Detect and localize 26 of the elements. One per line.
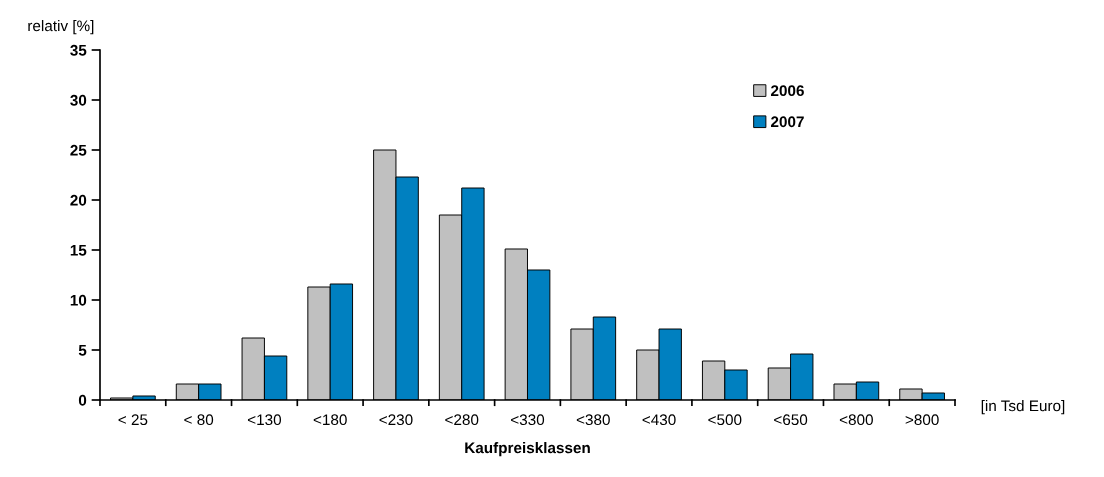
x-tick-label: <650 — [774, 414, 808, 426]
y-tick-label: 20 — [70, 194, 87, 206]
x-tick-label: <230 — [379, 414, 413, 426]
x-tick-label: <800 — [839, 414, 873, 426]
y-tick-label: 10 — [70, 294, 87, 306]
x-tick-label: <500 — [708, 414, 742, 426]
y-tick-label: 25 — [70, 144, 87, 156]
x-tick-label: >800 — [905, 414, 939, 426]
x-tick-label: <180 — [313, 414, 347, 426]
x-tick-label: <130 — [247, 414, 282, 426]
y-tick-label: 0 — [78, 394, 87, 406]
y-axis-title: relativ [%] — [28, 20, 94, 35]
y-tick-label: 30 — [70, 94, 87, 106]
x-axis-title: Kaufpreisklassen — [465, 442, 590, 457]
x-tick-label: <430 — [642, 414, 676, 426]
legend-label: 2007 — [771, 116, 804, 128]
x-tick-label: <330 — [511, 414, 545, 426]
y-tick-label: 5 — [78, 345, 87, 356]
text: [in Tsd Euro] — [981, 400, 1065, 415]
x-tick-label: < 80 — [184, 414, 214, 426]
x-tick-label: <280 — [445, 414, 479, 426]
y-tick-label: 15 — [70, 245, 87, 256]
y-tick-label: 35 — [70, 44, 87, 56]
x-tick-label: < 25 — [118, 414, 148, 426]
legend-label: 2006 — [771, 85, 804, 97]
x-tick-label: <380 — [576, 414, 610, 426]
